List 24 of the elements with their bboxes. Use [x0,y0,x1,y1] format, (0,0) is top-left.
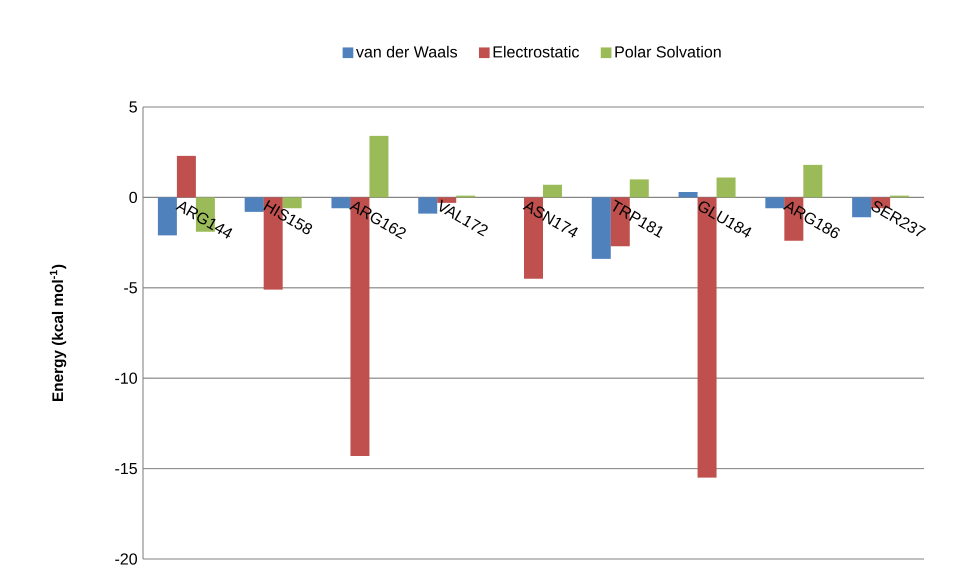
y-tick-label: -10 [115,372,138,384]
legend-label: Electrostatic [494,46,579,58]
y-tick-label: 0 [129,192,138,204]
bar [176,156,196,198]
y-tick-label: -5 [124,282,137,294]
bar [244,197,264,212]
bar [543,184,562,198]
bar [852,197,872,218]
bar [630,179,649,198]
y-tick-label: -20 [115,553,138,565]
bar [158,197,177,236]
bar [592,197,611,259]
bar [369,136,388,198]
bar [765,197,784,208]
y-tick-label: 5 [129,101,137,113]
y-tick-label: -15 [115,463,137,474]
bar [418,197,438,214]
bar [678,192,698,198]
bar [331,197,350,208]
bar [716,178,736,198]
bar [803,164,822,198]
text: Energy (kcal mol$^{-1}$) [50,264,66,401]
legend-label: van der Waals [356,46,458,58]
legend-label: Polar Solvation [615,46,721,58]
